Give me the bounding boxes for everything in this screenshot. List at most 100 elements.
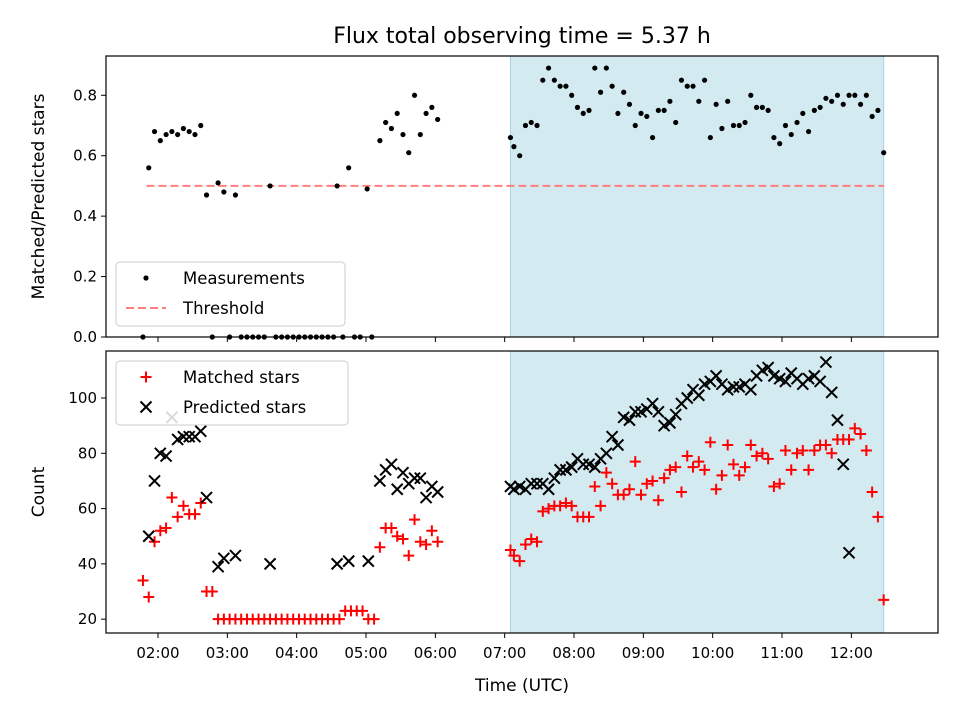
data-point — [736, 122, 742, 129]
data-point — [192, 131, 198, 138]
data-point — [756, 447, 768, 459]
data-point — [878, 594, 890, 606]
data-point — [629, 456, 641, 468]
data-point — [508, 550, 520, 562]
y-tick-label: 60 — [78, 500, 97, 518]
data-point — [177, 500, 189, 512]
data-point — [163, 131, 169, 138]
data-point — [719, 125, 725, 132]
data-point — [805, 128, 812, 135]
data-point — [872, 511, 884, 523]
data-point — [574, 104, 581, 110]
x-tick-label: 02:00 — [136, 644, 179, 662]
data-point — [419, 491, 433, 504]
data-point — [837, 458, 850, 471]
data-point — [411, 92, 418, 98]
data-point — [414, 536, 426, 548]
data-point — [522, 122, 529, 129]
data-point — [788, 131, 794, 138]
data-point — [690, 83, 696, 89]
data-point — [669, 408, 682, 421]
legend-box — [115, 261, 346, 327]
data-point — [791, 447, 803, 459]
data-point — [157, 138, 163, 144]
y-tick-label: 0.8 — [73, 86, 97, 104]
data-point — [644, 113, 650, 120]
data-point — [663, 416, 677, 430]
legend-marker — [143, 275, 149, 281]
data-point — [435, 116, 441, 123]
chart-title: Flux total observing time = 5.37 h — [333, 24, 711, 49]
data-point — [826, 447, 838, 459]
data-point — [595, 500, 607, 512]
data-point — [661, 107, 667, 113]
data-point — [377, 138, 383, 144]
data-point — [794, 119, 800, 126]
data-point — [709, 369, 723, 383]
data-point — [580, 110, 586, 117]
data-point — [597, 89, 604, 95]
data-point — [678, 77, 685, 83]
data-point — [727, 458, 739, 470]
data-point — [397, 533, 409, 545]
data-point — [560, 497, 572, 509]
data-point — [774, 478, 786, 490]
data-point — [759, 104, 765, 110]
ratio-panel: 0.0 0.2 0.4 0.6 0.8 Matched/Predicted stars Me… — [29, 55, 939, 346]
data-point — [646, 397, 659, 410]
data-point — [811, 107, 817, 113]
data-point — [687, 461, 699, 473]
data-point — [426, 525, 438, 537]
data-point — [553, 463, 567, 477]
data-point — [221, 189, 227, 195]
data-point — [649, 134, 656, 141]
data-point — [530, 477, 544, 490]
data-point — [745, 439, 757, 451]
data-point — [733, 469, 745, 481]
x-tick-label: 12:00 — [830, 644, 873, 662]
data-point — [175, 131, 181, 138]
data-point — [137, 574, 149, 586]
data-point — [403, 550, 415, 562]
data-point — [180, 125, 187, 132]
data-point — [172, 511, 184, 523]
x-tick-label: 09:00 — [622, 644, 665, 662]
x-tick-label: 06:00 — [414, 644, 457, 662]
data-point — [869, 113, 875, 120]
data-point — [800, 110, 806, 117]
x-tick-label: 04:00 — [275, 644, 318, 662]
data-point — [528, 119, 534, 126]
y-tick-label: 0.6 — [73, 147, 97, 165]
data-point — [148, 474, 161, 488]
data-point — [762, 453, 774, 465]
data-point — [166, 492, 178, 504]
data-point — [652, 494, 664, 506]
legend-label: Predicted stars — [183, 398, 306, 417]
data-point — [569, 92, 575, 98]
data-point — [385, 458, 398, 471]
data-point — [843, 433, 855, 445]
data-point — [545, 65, 552, 71]
x-tick-label: 05:00 — [344, 644, 387, 662]
data-point — [586, 107, 592, 113]
data-point — [817, 104, 823, 110]
data-point — [206, 586, 218, 598]
data-point — [852, 92, 858, 98]
y-tick-label: 40 — [78, 555, 97, 573]
data-point — [813, 375, 827, 388]
data-point — [542, 483, 555, 496]
data-point — [177, 430, 190, 443]
data-point — [504, 544, 516, 556]
data-point — [820, 439, 832, 451]
data-point — [396, 466, 410, 479]
x-tick-label: 03:00 — [206, 644, 249, 662]
y-tick-label: 0.4 — [73, 207, 97, 225]
y-axis-label: Count — [29, 466, 49, 517]
data-point — [713, 101, 719, 107]
x-tick-label: 07:00 — [483, 644, 526, 662]
data-point — [742, 119, 748, 126]
data-point — [875, 107, 881, 113]
data-point — [782, 122, 789, 129]
data-point — [334, 183, 340, 189]
data-point — [189, 508, 201, 520]
